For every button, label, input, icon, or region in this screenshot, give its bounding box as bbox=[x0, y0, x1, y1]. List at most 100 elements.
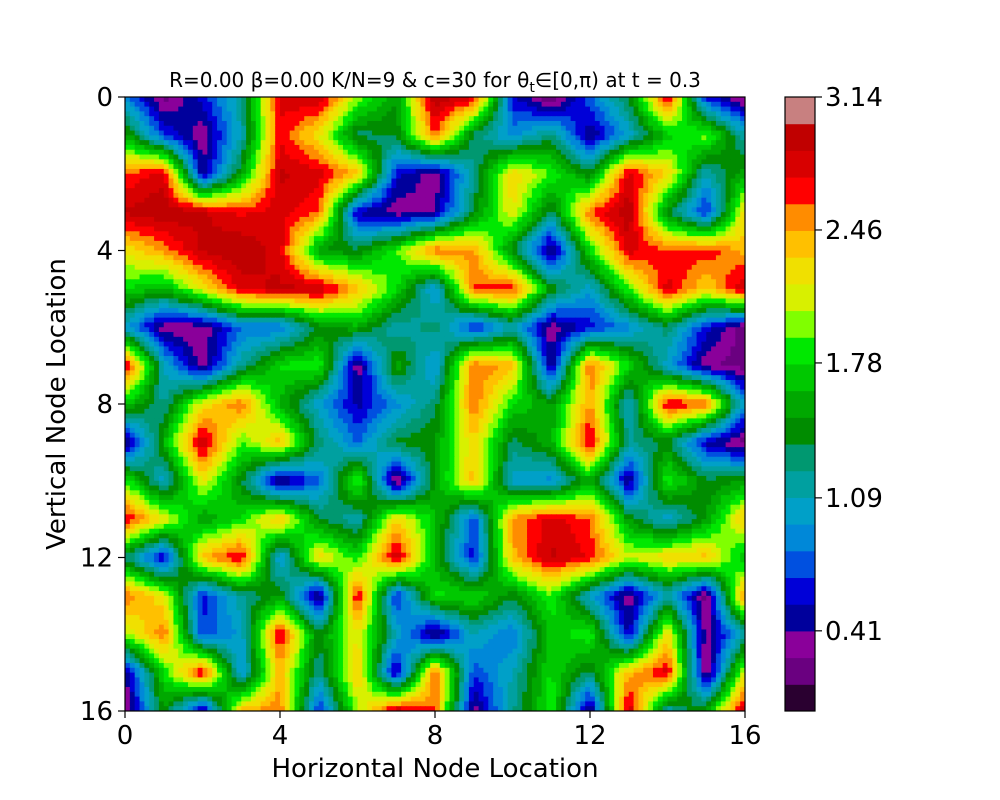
heatmap-cell bbox=[246, 159, 252, 165]
heatmap-cell bbox=[309, 240, 315, 247]
heatmap-cell bbox=[304, 130, 310, 136]
heatmap-cell bbox=[265, 192, 271, 199]
heatmap-cell bbox=[410, 97, 417, 103]
heatmap-cell bbox=[493, 130, 499, 136]
heatmap-cell bbox=[682, 231, 688, 237]
heatmap-cell bbox=[405, 183, 412, 189]
heatmap-cell bbox=[531, 144, 538, 151]
heatmap-cell bbox=[604, 188, 610, 194]
heatmap-cell bbox=[304, 207, 310, 213]
heatmap-cell bbox=[405, 197, 412, 204]
heatmap-cell bbox=[735, 130, 741, 136]
heatmap-cell bbox=[536, 144, 543, 151]
heatmap-cell bbox=[633, 260, 640, 266]
heatmap-cell bbox=[696, 101, 702, 108]
heatmap-cell bbox=[163, 197, 170, 204]
heatmap-cell bbox=[691, 192, 698, 199]
heatmap-cell bbox=[657, 236, 664, 242]
heatmap-cell bbox=[352, 231, 359, 237]
heatmap-cell bbox=[575, 164, 581, 170]
heatmap-cell bbox=[425, 135, 431, 141]
heatmap-cell bbox=[444, 106, 451, 112]
heatmap-cell bbox=[236, 116, 242, 122]
heatmap-cell bbox=[391, 250, 397, 256]
heatmap-cell bbox=[284, 260, 291, 266]
heatmap-cell bbox=[468, 236, 475, 242]
heatmap-cell bbox=[546, 260, 552, 266]
heatmap-cell bbox=[391, 144, 397, 151]
heatmap-cell bbox=[372, 125, 378, 132]
heatmap-cell bbox=[304, 269, 310, 276]
heatmap-cell bbox=[667, 221, 673, 228]
heatmap-cell bbox=[638, 197, 644, 204]
heatmap-cell bbox=[396, 255, 402, 261]
heatmap-cell bbox=[507, 221, 514, 228]
heatmap-cell bbox=[173, 269, 179, 276]
heatmap-cell bbox=[260, 245, 267, 252]
heatmap-cell bbox=[221, 111, 228, 117]
heatmap-cell bbox=[590, 192, 596, 199]
heatmap-cell bbox=[720, 216, 727, 223]
heatmap-cell bbox=[173, 116, 179, 122]
heatmap-cell bbox=[531, 130, 538, 136]
heatmap-cell bbox=[410, 149, 417, 156]
heatmap-cell bbox=[725, 188, 732, 194]
heatmap-cell bbox=[478, 279, 485, 285]
heatmap-cell bbox=[226, 255, 233, 261]
heatmap-cell bbox=[376, 264, 383, 271]
heatmap-cell bbox=[488, 236, 494, 242]
heatmap-cell bbox=[701, 221, 707, 228]
heatmap-cell bbox=[347, 188, 354, 194]
heatmap-cell bbox=[594, 144, 601, 151]
heatmap-cell bbox=[735, 120, 741, 127]
heatmap-cell bbox=[304, 231, 310, 237]
heatmap-cell bbox=[478, 106, 485, 112]
heatmap-cell bbox=[125, 135, 131, 141]
heatmap-cell bbox=[672, 140, 678, 146]
heatmap-cell bbox=[323, 144, 330, 151]
heatmap-cell bbox=[246, 188, 252, 194]
heatmap-cell bbox=[284, 192, 291, 199]
heatmap-cell bbox=[711, 140, 717, 146]
heatmap-cell bbox=[556, 212, 562, 218]
heatmap-cell bbox=[163, 178, 170, 184]
heatmap-cell bbox=[357, 135, 363, 141]
heatmap-cell bbox=[236, 231, 242, 237]
heatmap-cell bbox=[192, 111, 199, 117]
heatmap-cell bbox=[381, 183, 388, 189]
heatmap-cell bbox=[192, 97, 199, 103]
heatmap-cell bbox=[197, 149, 204, 156]
heatmap-cell bbox=[178, 260, 184, 266]
heatmap-cell bbox=[604, 101, 610, 108]
heatmap-cell bbox=[696, 245, 702, 252]
heatmap-cell bbox=[459, 192, 465, 199]
heatmap-cell bbox=[580, 168, 586, 175]
heatmap-cell bbox=[556, 140, 562, 146]
heatmap-cell bbox=[512, 236, 518, 242]
heatmap-cell bbox=[333, 279, 339, 285]
heatmap-cell bbox=[144, 178, 150, 184]
heatmap-cell bbox=[192, 154, 199, 160]
heatmap-cell bbox=[163, 159, 170, 165]
heatmap-cell bbox=[246, 135, 252, 141]
heatmap-cell bbox=[701, 154, 707, 160]
heatmap-cell bbox=[289, 279, 296, 285]
heatmap-cell bbox=[260, 212, 267, 218]
heatmap-cell bbox=[493, 212, 499, 218]
heatmap-cell bbox=[546, 192, 552, 199]
heatmap-cell bbox=[701, 212, 707, 218]
heatmap-cell bbox=[735, 144, 741, 151]
heatmap-cell bbox=[430, 279, 436, 285]
heatmap-cell bbox=[599, 260, 606, 266]
heatmap-cell bbox=[672, 149, 678, 156]
heatmap-cell bbox=[246, 250, 252, 256]
heatmap-cell bbox=[168, 274, 175, 280]
heatmap-cell bbox=[149, 264, 155, 271]
heatmap-cell bbox=[158, 97, 165, 103]
heatmap-cell bbox=[512, 159, 518, 165]
heatmap-cell bbox=[580, 130, 586, 136]
heatmap-cell bbox=[483, 135, 489, 141]
heatmap-cell bbox=[154, 255, 160, 261]
heatmap-cell bbox=[619, 197, 625, 204]
heatmap-cell bbox=[192, 212, 199, 218]
